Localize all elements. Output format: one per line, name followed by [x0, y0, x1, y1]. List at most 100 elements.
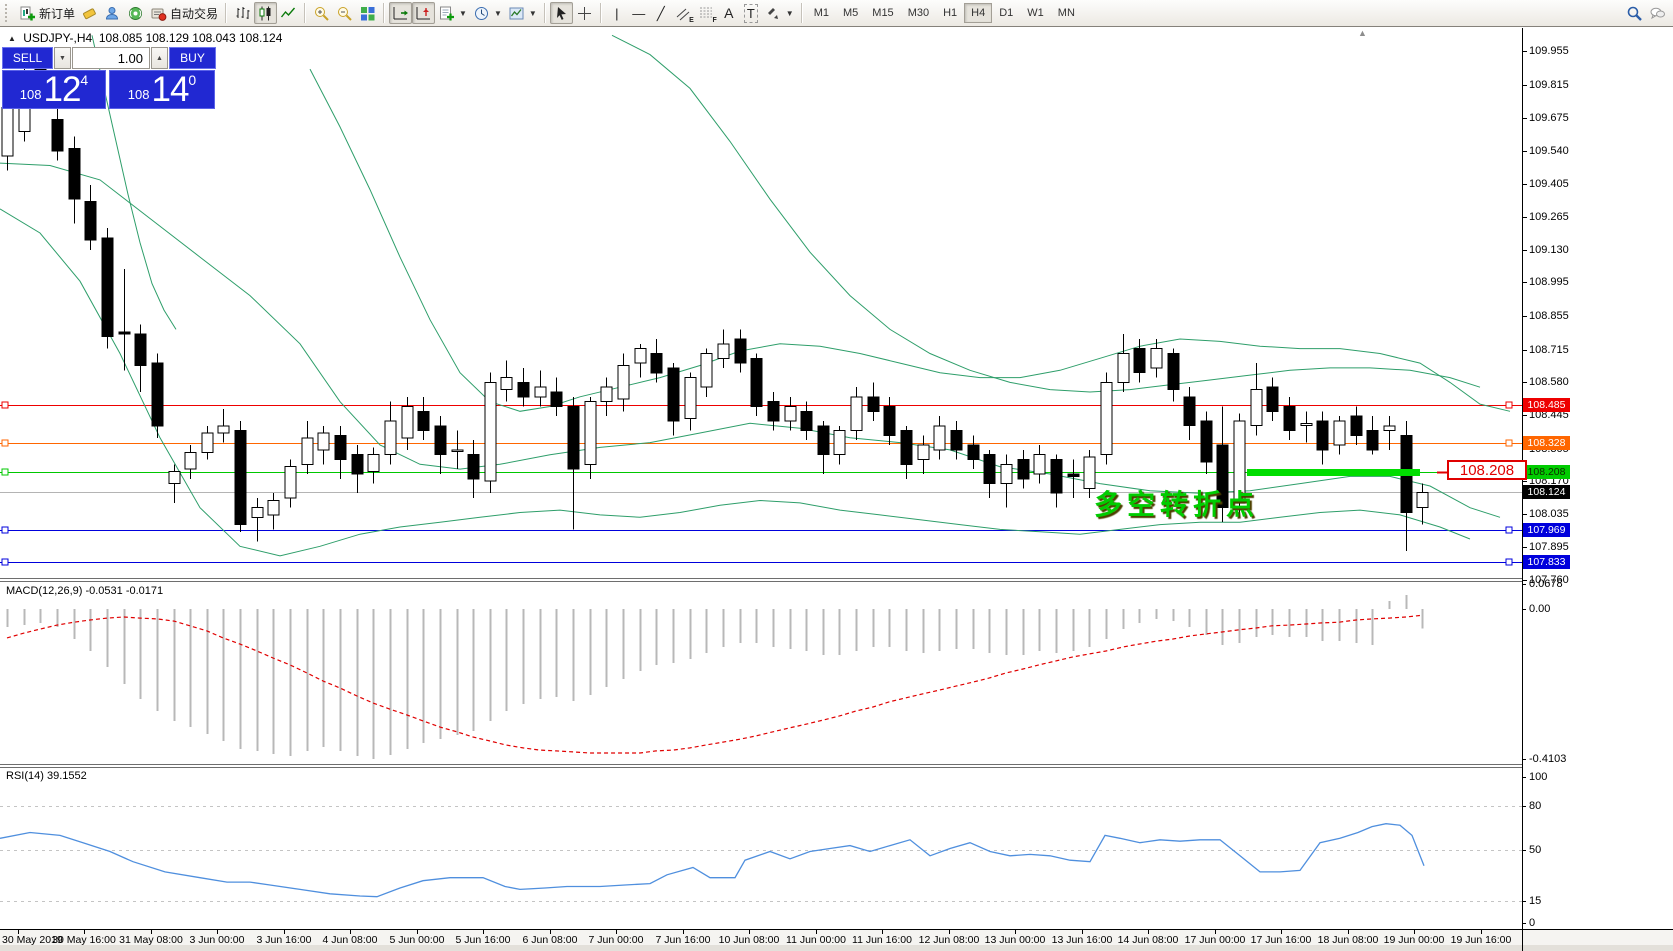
new-order-label: 新订单	[39, 6, 76, 21]
time-tick-label: 30 May 16:00	[52, 934, 116, 946]
zoom-out-button[interactable]	[333, 2, 356, 24]
time-tick-label: 30 May 2019	[2, 934, 63, 946]
autotrading-label: 自动交易	[170, 6, 219, 21]
fibonacci-button[interactable]: F	[695, 2, 718, 24]
toolbar-separator	[800, 3, 803, 23]
templates-button[interactable]: ▼	[505, 2, 540, 24]
collapse-panel-icon[interactable]: ▲	[8, 34, 16, 43]
volume-decrease-button[interactable]: ▼	[54, 47, 71, 69]
profile-icon	[104, 5, 121, 22]
profile-button[interactable]	[101, 2, 124, 24]
text-label-icon: T	[743, 3, 758, 23]
vertical-line-icon: |	[615, 5, 619, 21]
vertical-line-button[interactable]: |	[606, 2, 628, 24]
horizontal-line-button[interactable]: —	[628, 2, 650, 24]
axis-tick-label: 100	[1529, 771, 1548, 783]
buy-price-big: 14	[151, 70, 189, 109]
chart-shift-button[interactable]	[412, 2, 436, 24]
trendline-button[interactable]: ╱	[650, 2, 672, 24]
chart-scroll-marker-icon[interactable]: ▲	[1358, 28, 1367, 38]
time-tick-label: 5 Jun 00:00	[389, 934, 445, 946]
text-label-button[interactable]: T	[740, 2, 762, 24]
channel-icon	[675, 5, 692, 22]
timeframe-h4-button[interactable]: H4	[964, 3, 993, 23]
chat-icon[interactable]	[1649, 5, 1666, 22]
crosshair-button[interactable]	[573, 2, 596, 24]
chart-text-annotation[interactable]: 多空转折点	[1094, 489, 1260, 520]
axis-tick-label: 15	[1529, 895, 1542, 908]
timeframe-m30-button[interactable]: M30	[901, 3, 936, 23]
axis-tick-label: 109.130	[1529, 243, 1569, 256]
equidistant-channel-button[interactable]: E	[672, 2, 695, 24]
sell-button[interactable]: SELL	[2, 47, 53, 69]
price-badge: 108.124	[1523, 485, 1570, 500]
timeframe-w1-button[interactable]: W1	[1020, 3, 1051, 23]
new-order-icon	[19, 5, 36, 22]
chart-shift-icon	[415, 5, 432, 22]
cursor-button[interactable]	[549, 2, 573, 24]
time-tick-label: 14 Jun 08:00	[1117, 934, 1179, 946]
chart-canvas[interactable]	[0, 28, 1673, 951]
auto-scroll-icon	[392, 5, 409, 22]
history-center-button[interactable]	[78, 2, 101, 24]
line-chart-button[interactable]	[277, 2, 300, 24]
price-badge: 108.328	[1523, 436, 1570, 451]
time-tick-label: 13 Jun 16:00	[1051, 934, 1113, 946]
timeframe-d1-button[interactable]: D1	[992, 3, 1020, 23]
axis-tick-label: 50	[1529, 844, 1542, 856]
new-chart-button[interactable]: ▼	[435, 2, 470, 24]
tile-windows-button[interactable]	[356, 2, 379, 24]
axis-tick-label: 108.580	[1529, 376, 1569, 389]
sell-price-button[interactable]: 108 12 4	[2, 70, 106, 109]
time-tick-label: 7 Jun 16:00	[655, 934, 711, 946]
candlestick-chart-icon	[257, 5, 274, 22]
axis-tick-label: 108.995	[1529, 276, 1569, 289]
arrows-button[interactable]: ▼	[762, 2, 797, 24]
volume-input[interactable]	[72, 47, 150, 69]
symbol-name: USDJPY-,H4	[23, 31, 93, 45]
price-level-tag[interactable]: 108.208	[1447, 460, 1527, 480]
bar-chart-button[interactable]	[231, 2, 254, 24]
periods-dropdown-icon: ▼	[493, 8, 502, 18]
autotrading-button[interactable]: 自动交易	[147, 2, 221, 24]
axis-tick-label: 0.00	[1529, 603, 1551, 615]
main-toolbar: 新订单 自动交易 ▼ ▼	[0, 0, 1673, 27]
horizontal-line-icon: —	[632, 5, 646, 21]
axis-tick-label: 109.955	[1529, 45, 1569, 57]
text-tool-button[interactable]: A	[718, 2, 740, 24]
buy-price-button[interactable]: 108 14 0	[109, 70, 215, 109]
template-icon	[508, 5, 525, 22]
axis-tick-label: 108.715	[1529, 343, 1569, 356]
macd-indicator-label: MACD(12,26,9) -0.0531 -0.0171	[6, 585, 164, 597]
price-badge: 108.208	[1523, 465, 1570, 480]
symbol-ohlc: 108.085 108.129 108.043 108.124	[98, 31, 283, 45]
time-tick-label: 31 May 08:00	[119, 934, 183, 946]
time-tick-label: 19 Jun 16:00	[1450, 934, 1512, 946]
timeframe-mn-button[interactable]: MN	[1051, 3, 1082, 23]
new-order-button[interactable]: 新订单	[16, 2, 78, 24]
timeframe-h1-button[interactable]: H1	[936, 3, 964, 23]
volume-increase-button[interactable]: ▲	[151, 47, 168, 69]
timeframe-m1-button[interactable]: M1	[807, 3, 836, 23]
periods-button[interactable]: ▼	[470, 2, 505, 24]
time-tick-label: 6 Jun 08:00	[522, 934, 578, 946]
timeframe-m15-button[interactable]: M15	[865, 3, 900, 23]
autotrading-icon	[150, 5, 167, 22]
buy-button[interactable]: BUY	[169, 47, 216, 69]
zoom-out-icon	[336, 5, 353, 22]
axis-tick-label: 109.675	[1529, 112, 1569, 125]
toolbar-grip[interactable]	[5, 4, 12, 22]
timeframe-m5-button[interactable]: M5	[836, 3, 865, 23]
search-icon[interactable]	[1626, 5, 1643, 22]
sell-price-sup: 4	[80, 72, 89, 88]
axis-tick-label: 109.540	[1529, 145, 1569, 157]
toolbar-separator	[599, 3, 602, 23]
rsi-indicator-label: RSI(14) 39.1552	[6, 770, 87, 782]
zoom-in-button[interactable]	[310, 2, 333, 24]
candlestick-chart-button[interactable]	[254, 2, 278, 24]
price-badge: 107.969	[1523, 522, 1570, 537]
broadcast-button[interactable]	[124, 2, 147, 24]
auto-scroll-button[interactable]	[389, 2, 413, 24]
time-tick-label: 18 Jun 08:00	[1317, 934, 1379, 946]
